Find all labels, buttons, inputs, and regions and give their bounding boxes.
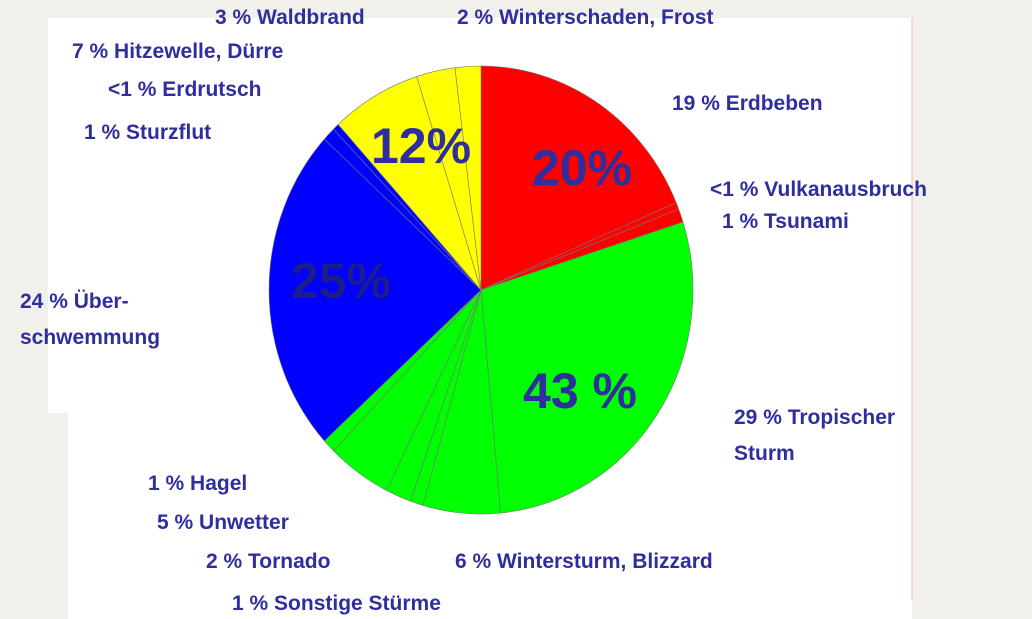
value-label: 3 %: [215, 6, 252, 29]
category-label: Winterschaden, Frost: [499, 6, 714, 29]
slice-label: <1 % Erdrutsch: [108, 78, 261, 101]
category-label: Sonstige Stürme: [274, 592, 441, 615]
value-label: 1 %: [232, 592, 269, 615]
slice-label: 19 % Erdbeben: [672, 92, 823, 115]
value-label: 24 %: [20, 290, 68, 313]
value-label: 1 %: [148, 472, 185, 495]
slice-label: 1 % Sturzflut: [84, 121, 211, 144]
category-label: Sturzflut: [126, 121, 211, 144]
value-label: 5 %: [157, 511, 194, 534]
slice-label: 5 % Unwetter: [157, 511, 289, 534]
slice: [480, 221, 694, 514]
category-label: Hitzewelle, Dürre: [114, 40, 283, 63]
slice-label: 2 % Winterschaden, Frost: [457, 6, 714, 29]
slice-label: 3 % Waldbrand: [215, 6, 365, 29]
group-label: 20%: [532, 140, 632, 196]
value-label: 2 %: [206, 550, 243, 573]
slice: [454, 65, 482, 291]
value-label: 29 %: [734, 406, 782, 429]
slice-label: 7 % Hitzewelle, Dürre: [72, 40, 283, 63]
slice: [480, 65, 677, 291]
slice-label: 6 % Wintersturm, Blizzard: [455, 550, 713, 573]
category-label: Hagel: [190, 472, 247, 495]
slice-label: 2 % Tornado: [206, 550, 330, 573]
category-label: Tornado: [248, 550, 330, 573]
category-label: Über-: [74, 290, 129, 313]
value-label: 2 %: [457, 6, 494, 29]
group-label: 12%: [371, 118, 471, 174]
category-label: Unwetter: [199, 511, 289, 534]
slice-label: 1 % Hagel: [148, 472, 247, 495]
slice: [268, 138, 482, 442]
value-label: 6 %: [455, 550, 492, 573]
slice-label: 24 % Über-schwemmung: [20, 290, 160, 349]
group-label: 25%: [291, 253, 391, 309]
value-label: 1 %: [722, 210, 759, 233]
value-label: 1 %: [84, 121, 121, 144]
category-label: Erdbeben: [726, 92, 823, 115]
slice-label: 29 % Tropischer Sturm: [734, 406, 895, 465]
slice-label: <1 % Vulkanausbruch: [710, 178, 927, 201]
category-label-cont: Sturm: [734, 442, 795, 465]
group-label: 43 %: [523, 363, 637, 419]
value-label: <1 %: [710, 178, 759, 201]
category-label: Vulkanausbruch: [764, 178, 927, 201]
category-label: Wintersturm, Blizzard: [497, 550, 713, 573]
category-label: Waldbrand: [257, 6, 365, 29]
slice-label: 1 % Tsunami: [722, 210, 849, 233]
slice-label: 1 % Sonstige Stürme: [232, 592, 441, 615]
category-label: Tsunami: [764, 210, 849, 233]
category-label-cont: schwemmung: [20, 326, 160, 349]
value-label: <1 %: [108, 78, 157, 101]
value-label: 19 %: [672, 92, 720, 115]
category-label: Erdrutsch: [162, 78, 261, 101]
category-label: Tropischer: [788, 406, 895, 429]
value-label: 7 %: [72, 40, 109, 63]
